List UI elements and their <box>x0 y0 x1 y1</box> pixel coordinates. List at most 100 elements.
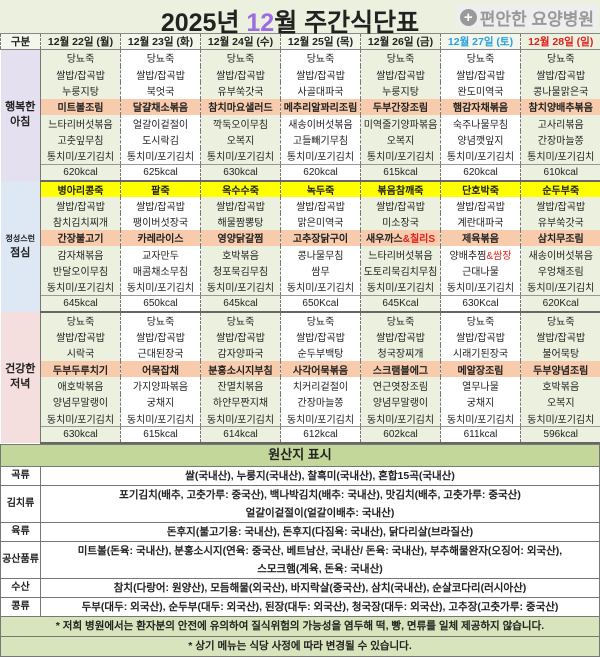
menu-item-text: 오복지 <box>387 136 415 147</box>
menu-item-text: 가지양파볶음 <box>133 382 188 393</box>
menu-item: 쌀밥/잡곡밥 <box>41 66 121 82</box>
menu-item: 팽이버섯장국 <box>121 213 201 229</box>
menu-item: 동치미/포기김치 <box>441 279 521 295</box>
menu-item: 새우까스&칠리S <box>361 230 441 246</box>
menu-item-text: 쌀밥/잡곡밥 <box>456 202 505 213</box>
menu-item: 청포묵김무침 <box>201 263 281 279</box>
origin-line: 두부(대두: 외국산), 순두부(대두: 외국산), 된장(대두: 외국산), … <box>41 598 599 616</box>
kcal-value: 602kcal <box>361 426 441 442</box>
menu-item-text: 동치미/포기김치 <box>527 415 594 426</box>
menu-item-text: 유부쑥갓국 <box>538 218 584 229</box>
menu-item: 메알장조림 <box>441 361 521 377</box>
menu-item-text: 쌀밥/잡곡밥 <box>216 333 265 344</box>
menu-item: 쌀밥/잡곡밥 <box>121 66 201 82</box>
menu-item: 양념깻잎지 <box>441 131 521 147</box>
menu-item-text: 동치미/포기김치 <box>367 283 434 294</box>
menu-item: 맑은미역국 <box>281 213 361 229</box>
menu-item: 병아리콩죽 <box>41 181 121 197</box>
menu-item-text: 당뇨죽 <box>227 54 255 65</box>
menu-item: 두부양념조림 <box>521 361 600 377</box>
menu-item-text: 해물짬뽕탕 <box>218 218 264 229</box>
menu-item-text: 동치미/포기김치 <box>127 415 194 426</box>
menu-item: 당뇨죽 <box>521 50 600 66</box>
origin-detail: 두부(대두: 외국산), 순두부(대두: 외국산), 된장(대두: 외국산), … <box>41 597 600 616</box>
meal-label-line2: 아침 <box>1 115 41 130</box>
menu-item: 당뇨죽 <box>361 312 441 328</box>
menu-item: 쌀밥/잡곡밥 <box>361 328 441 344</box>
menu-item-text: 시래기된장국 <box>453 349 508 360</box>
menu-item-text: 간장불고기 <box>58 234 104 245</box>
menu-item-text: 햄감자채볶음 <box>453 103 508 114</box>
menu-item: 당뇨죽 <box>361 50 441 66</box>
menu-item-text: 당뇨죽 <box>387 317 415 328</box>
menu-item-text: 동치미/포기김치 <box>447 283 514 294</box>
menu-item: 완도미역국 <box>441 82 521 98</box>
menu-item: 쌀밥/잡곡밥 <box>201 328 281 344</box>
menu-item: 열무나물 <box>441 377 521 393</box>
menu-item: 호박볶음 <box>521 377 600 393</box>
menu-item-text: 쌀밥/잡곡밥 <box>296 202 345 213</box>
kcal-value: 615kcal <box>121 426 201 442</box>
origin-category: 김치류 <box>1 485 41 522</box>
menu-item-text: 미역줄기양파볶음 <box>364 120 438 131</box>
origin-detail: 돈후지(불고기용: 국내산), 돈후지(다짐육: 국내산), 닭다리살(브라질산… <box>41 522 600 541</box>
menu-item-text: 쌀밥/잡곡밥 <box>56 333 105 344</box>
menu-item: 고들빼기무침 <box>281 131 361 147</box>
menu-item-text: 사골대파국 <box>298 87 344 98</box>
menu-item: 새송이버섯볶음 <box>281 115 361 131</box>
menu-item: 쌀밥/잡곡밥 <box>281 328 361 344</box>
menu-item: 고사리볶음 <box>521 115 600 131</box>
menu-item-text: 당뇨죽 <box>467 317 495 328</box>
menu-item: 당뇨죽 <box>121 50 201 66</box>
menu-item-text: 쌀밥/잡곡밥 <box>56 71 105 82</box>
origin-category: 곡류 <box>1 466 41 485</box>
kcal-value: 620kcal <box>281 164 361 180</box>
menu-item: 콩나물맑은국 <box>521 82 600 98</box>
menu-item-text: 쌀밥/잡곡밥 <box>456 333 505 344</box>
menu-item: 통치미/포기김치 <box>41 148 121 164</box>
menu-item-text: 궁채지 <box>467 398 495 409</box>
notice: * 저희 병원에서는 환자분의 안전에 유의하여 질식위험의 가능성을 염두해 … <box>1 616 600 636</box>
menu-item-text: 쌀밥/잡곡밥 <box>296 333 345 344</box>
menu-item: 미트볼조림 <box>41 99 121 115</box>
origin-detail: 쌀(국내산), 누룽지(국내산), 찰흑미(국내산), 혼합15곡(국내산) <box>41 466 600 485</box>
menu-item-extra: &쌈장 <box>486 251 511 262</box>
menu-item: 동치미/포기김치 <box>121 279 201 295</box>
menu-item-extra: &칠리S <box>403 234 435 245</box>
menu-item-text: 감자양파국 <box>218 349 264 360</box>
menu-item: 쌀밥/잡곡밥 <box>121 328 201 344</box>
menu-item-text: 간장마늘쫑 <box>298 398 344 409</box>
kcal-value: 620Kcal <box>521 295 600 311</box>
menu-item: 순두부백탕 <box>281 345 361 361</box>
menu-item-text: 달걀채소볶음 <box>133 103 188 114</box>
menu-item: 감자채볶음 <box>41 246 121 262</box>
menu-item: 사골대파국 <box>281 82 361 98</box>
menu-item: 도토리묵김치무침 <box>361 263 441 279</box>
menu-item-text: 느타리버섯볶음 <box>48 120 112 131</box>
menu-item: 당뇨죽 <box>201 50 281 66</box>
menu-item: 유부쑥갓국 <box>521 213 600 229</box>
menu-item-text: 쌀밥/잡곡밥 <box>136 333 185 344</box>
menu-item-text: 양념깻잎지 <box>458 136 504 147</box>
menu-item-text: 당뇨죽 <box>67 317 95 328</box>
menu-item: 양념무말랭이 <box>361 394 441 410</box>
menu-item: 삼치무조림 <box>521 230 600 246</box>
menu-item-text: 단호박죽 <box>462 186 499 197</box>
kcal-value: 596kcal <box>521 426 600 442</box>
menu-item: 쌀밥/잡곡밥 <box>361 66 441 82</box>
menu-item: 달걀채소볶음 <box>121 99 201 115</box>
menu-item: 스크램블에그 <box>361 361 441 377</box>
menu-item-text: 느타리버섯볶음 <box>368 251 432 262</box>
meal-label-line1: 정성스런 <box>1 231 41 246</box>
